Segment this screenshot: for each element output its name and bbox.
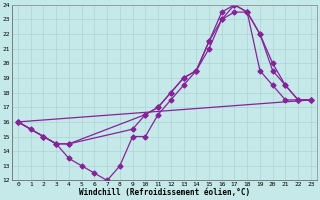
X-axis label: Windchill (Refroidissement éolien,°C): Windchill (Refroidissement éolien,°C) bbox=[79, 188, 250, 197]
